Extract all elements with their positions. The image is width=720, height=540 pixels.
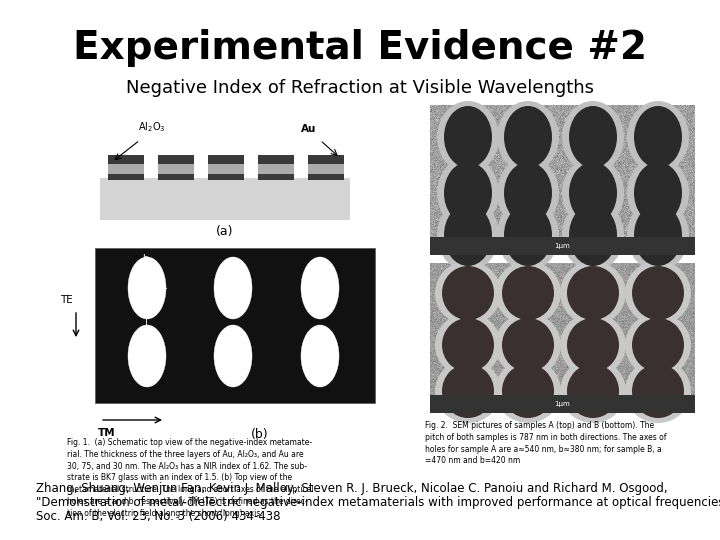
Ellipse shape [569, 204, 617, 266]
FancyBboxPatch shape [258, 164, 294, 174]
Ellipse shape [625, 261, 691, 325]
Ellipse shape [444, 106, 492, 168]
Ellipse shape [560, 313, 626, 377]
Text: b: b [142, 254, 148, 264]
Ellipse shape [569, 162, 617, 224]
Ellipse shape [214, 257, 252, 319]
Ellipse shape [562, 157, 624, 229]
Ellipse shape [435, 313, 501, 377]
Ellipse shape [301, 257, 339, 319]
Text: "Demonstration of metal-dielectric negative-index metamaterials with improved pe: "Demonstration of metal-dielectric negat… [36, 496, 720, 509]
FancyBboxPatch shape [158, 174, 194, 180]
Ellipse shape [627, 157, 689, 229]
Text: Fig. 2.  SEM pictures of samples A (top) and B (bottom). The
pitch of both sampl: Fig. 2. SEM pictures of samples A (top) … [425, 421, 667, 465]
Ellipse shape [301, 325, 339, 387]
Ellipse shape [442, 318, 494, 372]
FancyBboxPatch shape [208, 155, 244, 164]
Ellipse shape [627, 199, 689, 271]
Text: TM: TM [98, 428, 116, 438]
Ellipse shape [625, 313, 691, 377]
Text: TE: TE [60, 295, 73, 305]
FancyBboxPatch shape [308, 164, 344, 174]
Ellipse shape [214, 325, 252, 387]
Ellipse shape [569, 106, 617, 168]
Text: Experimental Evidence #2: Experimental Evidence #2 [73, 29, 647, 67]
Ellipse shape [567, 318, 619, 372]
Ellipse shape [504, 106, 552, 168]
Text: Au: Au [301, 124, 316, 134]
FancyBboxPatch shape [430, 395, 695, 413]
Ellipse shape [502, 266, 554, 320]
FancyBboxPatch shape [158, 164, 194, 174]
Text: (a): (a) [216, 226, 234, 239]
FancyBboxPatch shape [430, 237, 695, 255]
Ellipse shape [442, 266, 494, 320]
Ellipse shape [444, 204, 492, 266]
Ellipse shape [562, 101, 624, 173]
Ellipse shape [497, 157, 559, 229]
FancyBboxPatch shape [100, 178, 350, 220]
FancyBboxPatch shape [208, 174, 244, 180]
Ellipse shape [128, 325, 166, 387]
Ellipse shape [634, 106, 682, 168]
Ellipse shape [627, 101, 689, 173]
Ellipse shape [504, 162, 552, 224]
Ellipse shape [634, 204, 682, 266]
Text: Fig. 1.  (a) Schematic top view of the negative-index metamate-
rial. The thickn: Fig. 1. (a) Schematic top view of the ne… [67, 438, 314, 518]
Ellipse shape [435, 261, 501, 325]
Ellipse shape [567, 266, 619, 320]
Text: 1μm: 1μm [554, 243, 570, 249]
FancyBboxPatch shape [108, 174, 144, 180]
Text: Al$_2$O$_3$: Al$_2$O$_3$ [138, 120, 166, 134]
Ellipse shape [504, 204, 552, 266]
FancyBboxPatch shape [208, 164, 244, 174]
Ellipse shape [632, 318, 684, 372]
Text: Zhang, Shuang, Wenjun Fan, Kevin J. Malloy, Steven R. J. Brueck, Nicolae C. Pano: Zhang, Shuang, Wenjun Fan, Kevin J. Mall… [36, 482, 667, 495]
Ellipse shape [495, 313, 561, 377]
Ellipse shape [495, 261, 561, 325]
Ellipse shape [560, 261, 626, 325]
Ellipse shape [634, 162, 682, 224]
FancyBboxPatch shape [158, 155, 194, 164]
Ellipse shape [632, 364, 684, 418]
Ellipse shape [437, 157, 499, 229]
Ellipse shape [128, 257, 166, 319]
Ellipse shape [497, 101, 559, 173]
Ellipse shape [632, 266, 684, 320]
Ellipse shape [437, 101, 499, 173]
FancyBboxPatch shape [258, 155, 294, 164]
Ellipse shape [625, 359, 691, 423]
FancyBboxPatch shape [108, 164, 144, 174]
Text: Negative Index of Refraction at Visible Wavelengths: Negative Index of Refraction at Visible … [126, 79, 594, 97]
FancyBboxPatch shape [308, 174, 344, 180]
FancyBboxPatch shape [95, 248, 375, 403]
Ellipse shape [442, 364, 494, 418]
Ellipse shape [560, 359, 626, 423]
Ellipse shape [497, 199, 559, 271]
Text: 1μm: 1μm [554, 401, 570, 407]
Ellipse shape [502, 318, 554, 372]
Ellipse shape [562, 199, 624, 271]
Ellipse shape [567, 364, 619, 418]
Ellipse shape [435, 359, 501, 423]
Ellipse shape [444, 162, 492, 224]
Ellipse shape [502, 364, 554, 418]
FancyBboxPatch shape [108, 155, 144, 164]
Text: Soc. Am. B, Vol. 23, No. 3 (2006) 434-438: Soc. Am. B, Vol. 23, No. 3 (2006) 434-43… [36, 510, 281, 523]
FancyBboxPatch shape [308, 155, 344, 164]
Ellipse shape [437, 199, 499, 271]
Text: (b): (b) [251, 428, 269, 441]
Text: a: a [157, 284, 163, 294]
Ellipse shape [495, 359, 561, 423]
FancyBboxPatch shape [258, 174, 294, 180]
